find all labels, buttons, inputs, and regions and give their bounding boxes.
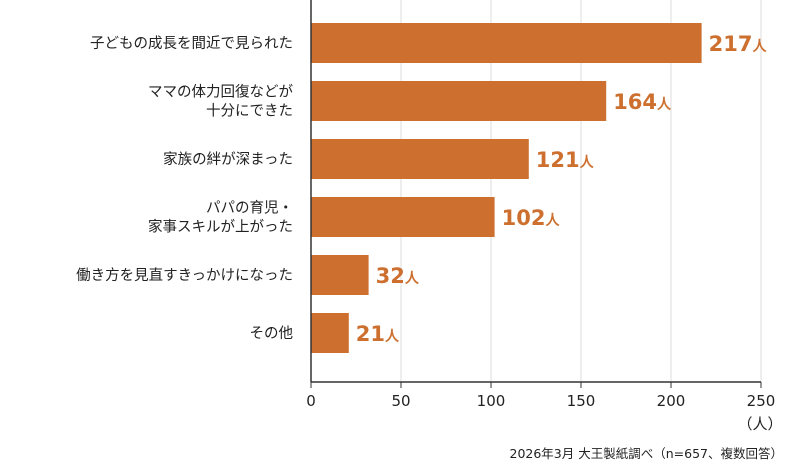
- category-label: 家事スキルが上がった: [148, 219, 293, 236]
- category-label: ママの体力回復などが: [148, 84, 293, 101]
- value-label: 102人: [502, 206, 561, 230]
- bar: [311, 81, 607, 121]
- category-label: 働き方を見直すきっかけになった: [76, 267, 293, 284]
- value-labels: 217人 164人 121人 102人 32人 21人: [356, 32, 768, 346]
- x-tick-label: 50: [391, 392, 410, 410]
- bar: [311, 139, 529, 179]
- value-label: 21人: [356, 322, 400, 346]
- bar: [311, 23, 702, 63]
- value-label: 217人: [709, 32, 768, 56]
- x-tick-label: 100: [477, 392, 506, 410]
- bar: [311, 197, 495, 237]
- x-tick-label: 250: [747, 392, 776, 410]
- category-label: その他: [250, 325, 294, 342]
- x-tick-label: 150: [567, 392, 596, 410]
- category-label: 家族の絆が深まった: [163, 151, 293, 168]
- category-label: パパの育児・: [206, 200, 293, 217]
- x-tick-label: 0: [306, 392, 316, 410]
- value-label: 121人: [536, 148, 595, 172]
- x-tick-label: 200: [657, 392, 686, 410]
- category-label: 十分にできた: [206, 103, 293, 120]
- bars: [311, 23, 702, 353]
- x-axis: 0 50 100 150 200 250: [306, 0, 775, 410]
- source-note: 2026年3月 大王製紙調べ（n=657、複数回答）: [510, 446, 784, 461]
- gridlines: [400, 0, 762, 382]
- category-label: 子どもの成長を間近で見られた: [90, 35, 293, 52]
- category-labels: 子どもの成長を間近で見られたママの体力回復などが十分にできた家族の絆が深まったパ…: [76, 35, 293, 342]
- value-label: 32人: [376, 264, 420, 288]
- x-axis-unit-label: （人）: [737, 415, 782, 433]
- bar: [311, 313, 349, 353]
- value-label: 164人: [613, 90, 672, 114]
- bar: [311, 255, 369, 295]
